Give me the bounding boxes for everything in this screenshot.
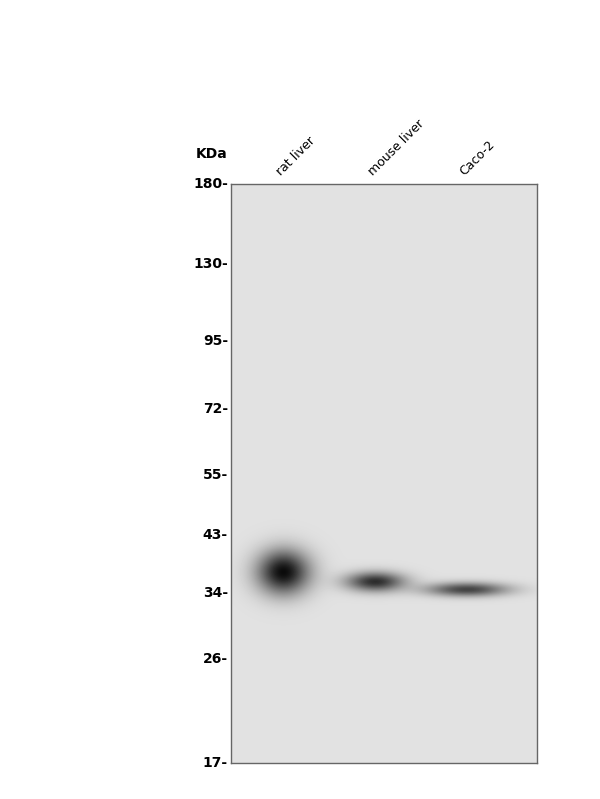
Text: 43-: 43- xyxy=(203,528,228,543)
Text: 26-: 26- xyxy=(203,652,228,666)
Text: KDa: KDa xyxy=(196,146,228,161)
Text: Caco-2: Caco-2 xyxy=(457,138,497,178)
Text: rat liver: rat liver xyxy=(274,134,317,178)
Text: 34-: 34- xyxy=(203,586,228,600)
Text: 95-: 95- xyxy=(203,334,228,348)
Text: 17-: 17- xyxy=(203,756,228,770)
Text: 180-: 180- xyxy=(193,177,228,191)
Text: 130-: 130- xyxy=(193,256,228,271)
Text: 55-: 55- xyxy=(203,468,228,482)
Text: 72-: 72- xyxy=(203,402,228,415)
Text: mouse liver: mouse liver xyxy=(365,117,427,178)
